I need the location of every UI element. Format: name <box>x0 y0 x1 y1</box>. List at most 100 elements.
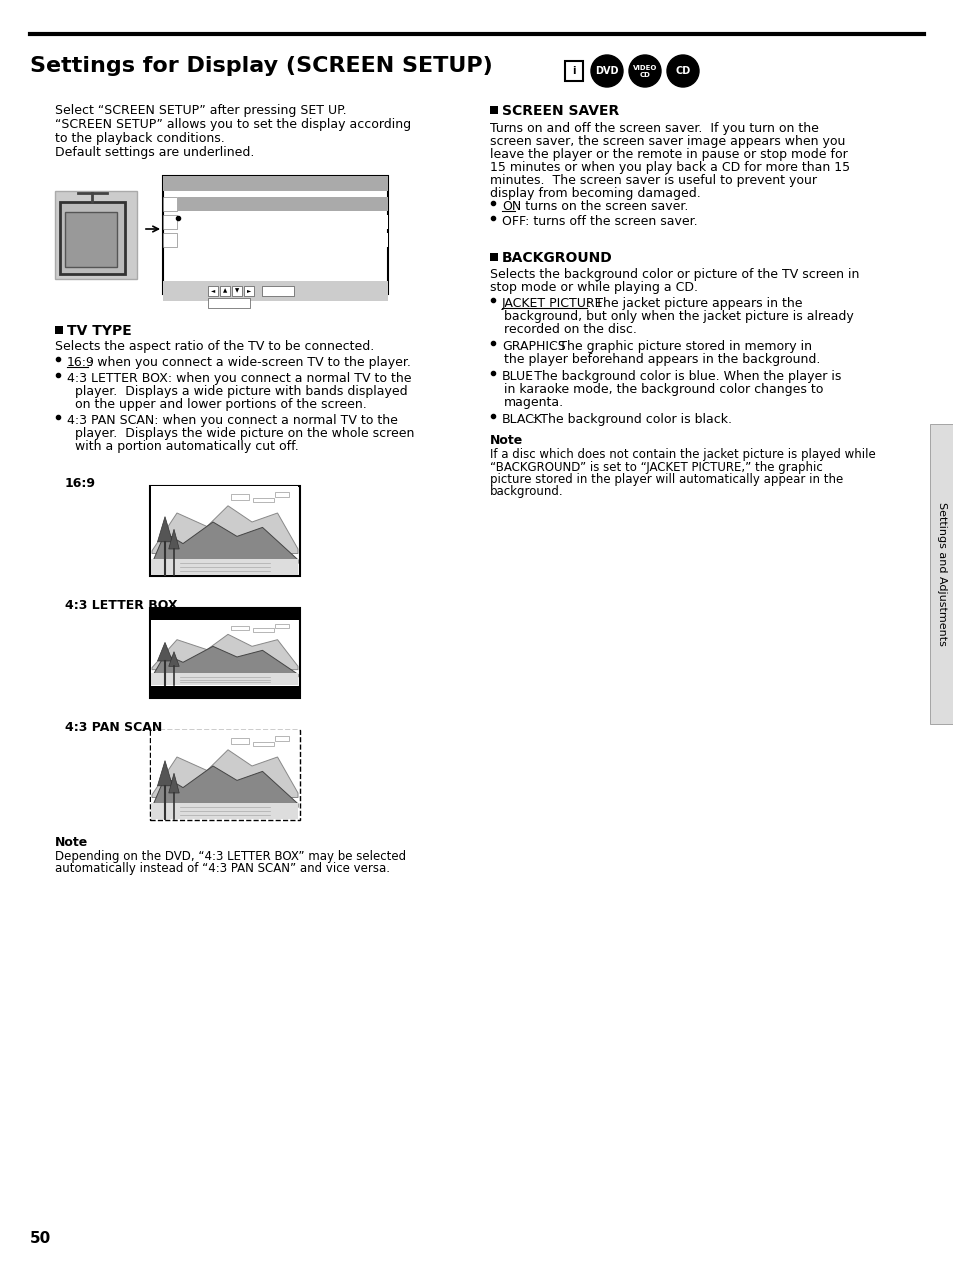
Text: Selects the aspect ratio of the TV to be connected.: Selects the aspect ratio of the TV to be… <box>55 340 374 353</box>
Text: BACKGROUND: BACKGROUND <box>501 251 612 265</box>
Text: VIDEO: VIDEO <box>632 65 657 71</box>
Text: ◄: ◄ <box>211 288 214 293</box>
Bar <box>150 608 299 619</box>
Text: recorded on the disc.: recorded on the disc. <box>503 324 637 336</box>
Text: background, but only when the jacket picture is already: background, but only when the jacket pic… <box>503 310 853 324</box>
Text: “BACKGROUND” is set to “JACKET PICTURE,” the graphic: “BACKGROUND” is set to “JACKET PICTURE,”… <box>490 460 821 474</box>
Text: : The jacket picture appears in the: : The jacket picture appears in the <box>587 297 802 310</box>
Bar <box>275 624 289 628</box>
Text: 16:9: 16:9 <box>65 476 96 490</box>
Text: DVD: DVD <box>595 66 618 76</box>
Text: 16:9: 16:9 <box>67 355 94 369</box>
Text: OFF: turns off the screen saver.: OFF: turns off the screen saver. <box>501 215 697 228</box>
Bar <box>253 628 274 632</box>
Polygon shape <box>152 506 297 553</box>
Text: automatically instead of “4:3 PAN SCAN” and vice versa.: automatically instead of “4:3 PAN SCAN” … <box>55 862 390 875</box>
Text: Settings for Display (SCREEN SETUP): Settings for Display (SCREEN SETUP) <box>30 56 493 76</box>
Text: Note: Note <box>490 434 522 447</box>
Text: ▼: ▼ <box>234 288 239 293</box>
Bar <box>150 485 299 576</box>
Text: background.: background. <box>490 485 563 498</box>
Bar <box>65 211 117 268</box>
Bar <box>152 803 298 819</box>
Text: to the playback conditions.: to the playback conditions. <box>55 132 225 145</box>
Text: Depending on the DVD, “4:3 LETTER BOX” may be selected: Depending on the DVD, “4:3 LETTER BOX” m… <box>55 850 406 862</box>
Polygon shape <box>152 634 297 670</box>
Text: : The graphic picture stored in memory in: : The graphic picture stored in memory i… <box>550 340 811 353</box>
Bar <box>163 233 177 247</box>
Bar <box>152 619 298 685</box>
Text: ON: ON <box>501 200 520 213</box>
Bar <box>163 176 388 191</box>
Text: display from becoming damaged.: display from becoming damaged. <box>490 187 700 200</box>
Polygon shape <box>157 761 172 786</box>
Text: TV TYPE: TV TYPE <box>67 324 132 338</box>
Bar <box>220 285 230 296</box>
Polygon shape <box>169 652 179 666</box>
Bar <box>490 106 497 113</box>
Text: BLUE: BLUE <box>501 369 534 383</box>
Polygon shape <box>152 646 297 676</box>
Text: in karaoke mode, the background color changes to: in karaoke mode, the background color ch… <box>503 383 822 396</box>
Bar <box>152 730 298 819</box>
Text: SCREEN SAVER: SCREEN SAVER <box>501 104 618 118</box>
Bar <box>178 233 388 247</box>
Text: GRAPHICS: GRAPHICS <box>501 340 565 353</box>
Bar <box>262 285 294 296</box>
Bar <box>244 285 253 296</box>
Text: If a disc which does not contain the jacket picture is played while: If a disc which does not contain the jac… <box>490 448 875 461</box>
Text: Selects the background color or picture of the TV screen in: Selects the background color or picture … <box>490 268 859 282</box>
Polygon shape <box>157 642 172 661</box>
Circle shape <box>666 55 699 87</box>
Circle shape <box>628 55 660 87</box>
Text: : turns on the screen saver.: : turns on the screen saver. <box>517 200 688 213</box>
Text: player.  Displays the wide picture on the whole screen: player. Displays the wide picture on the… <box>75 427 414 440</box>
Text: Select “SCREEN SETUP” after pressing SET UP.: Select “SCREEN SETUP” after pressing SET… <box>55 104 346 117</box>
Circle shape <box>590 55 622 87</box>
Text: 15 minutes or when you play back a CD for more than 15: 15 minutes or when you play back a CD fo… <box>490 161 849 175</box>
Text: : The background color is black.: : The background color is black. <box>532 413 732 426</box>
Bar <box>163 176 388 294</box>
Bar <box>253 741 274 747</box>
Text: CD: CD <box>675 66 690 76</box>
Text: i: i <box>572 66 576 76</box>
Text: 4:3 LETTER BOX: when you connect a normal TV to the: 4:3 LETTER BOX: when you connect a norma… <box>67 372 411 385</box>
Text: player.  Displays a wide picture with bands displayed: player. Displays a wide picture with ban… <box>75 385 407 397</box>
Text: minutes.  The screen saver is useful to prevent your: minutes. The screen saver is useful to p… <box>490 175 816 187</box>
Text: ►: ► <box>247 288 251 293</box>
Text: 4:3 PAN SCAN: when you connect a normal TV to the: 4:3 PAN SCAN: when you connect a normal … <box>67 414 397 427</box>
Text: leave the player or the remote in pause or stop mode for: leave the player or the remote in pause … <box>490 148 847 161</box>
Polygon shape <box>152 750 297 798</box>
Text: screen saver, the screen saver image appears when you: screen saver, the screen saver image app… <box>490 135 844 148</box>
Bar <box>150 730 299 820</box>
Bar <box>178 215 388 229</box>
Text: 50: 50 <box>30 1231 51 1246</box>
Text: Settings and Adjustments: Settings and Adjustments <box>936 502 946 646</box>
Text: picture stored in the player will automatically appear in the: picture stored in the player will automa… <box>490 473 842 485</box>
Text: “SCREEN SETUP” allows you to set the display according: “SCREEN SETUP” allows you to set the dis… <box>55 118 411 131</box>
Text: : when you connect a wide-screen TV to the player.: : when you connect a wide-screen TV to t… <box>89 355 411 369</box>
Bar <box>929 424 953 724</box>
Text: ▲: ▲ <box>223 288 227 293</box>
Bar <box>231 494 249 499</box>
Bar <box>150 608 299 698</box>
Text: Note: Note <box>55 836 89 848</box>
Text: JACKET PICTURE: JACKET PICTURE <box>501 297 603 310</box>
Bar <box>150 687 299 698</box>
Text: 4:3 PAN SCAN: 4:3 PAN SCAN <box>65 721 162 734</box>
Bar <box>152 485 298 575</box>
Polygon shape <box>152 766 297 808</box>
Bar <box>163 282 388 301</box>
Bar <box>55 326 63 334</box>
Text: magenta.: magenta. <box>503 396 563 409</box>
Bar <box>55 191 137 279</box>
Bar <box>231 738 249 744</box>
Bar <box>564 61 582 82</box>
Polygon shape <box>169 529 179 549</box>
Text: Turns on and off the screen saver.  If you turn on the: Turns on and off the screen saver. If yo… <box>490 122 818 135</box>
Text: CD: CD <box>639 73 650 78</box>
Text: the player beforehand appears in the background.: the player beforehand appears in the bac… <box>503 353 820 366</box>
Text: BLACK: BLACK <box>501 413 542 426</box>
Bar <box>275 736 289 740</box>
Text: Default settings are underlined.: Default settings are underlined. <box>55 147 254 159</box>
